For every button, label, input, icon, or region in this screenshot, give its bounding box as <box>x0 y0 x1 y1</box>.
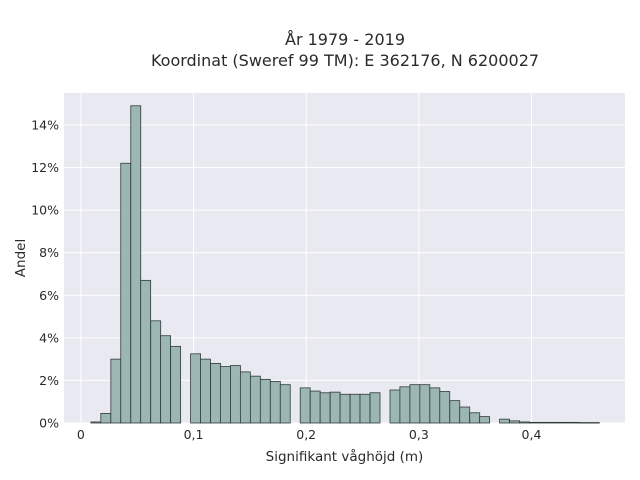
histogram-bar <box>449 400 461 424</box>
histogram-bar <box>569 421 580 424</box>
y-axis-label: Andel <box>13 239 29 277</box>
histogram-bar <box>469 412 481 424</box>
histogram-bar <box>359 393 371 424</box>
histogram-bar <box>100 413 112 424</box>
y-tick-label: 14% <box>31 117 59 132</box>
chart-title: År 1979 - 2019 <box>285 30 405 49</box>
histogram-bar <box>230 365 241 424</box>
histogram-bar <box>419 384 431 424</box>
x-tick-label: 0,1 <box>184 427 204 442</box>
x-tick-label: 0,3 <box>409 427 429 442</box>
histogram-bar <box>160 335 171 424</box>
y-tick-label: 10% <box>31 203 59 218</box>
histogram-bar <box>399 386 411 424</box>
histogram-bar <box>329 391 341 424</box>
histogram-bar <box>529 421 540 424</box>
histogram-bar <box>519 421 530 424</box>
x-axis-label: Signifikant våghöjd (m) <box>266 448 424 465</box>
histogram-bar <box>220 366 231 424</box>
histogram-bar <box>588 422 600 424</box>
histogram-bar <box>309 390 321 424</box>
histogram-bar <box>90 421 102 424</box>
histogram-bar <box>459 406 471 424</box>
y-tick-label: 12% <box>31 160 59 175</box>
histogram-bar <box>190 353 201 424</box>
y-tick-label: 4% <box>39 330 59 345</box>
y-tick-label: 0% <box>39 416 59 431</box>
histogram-bar <box>269 381 281 424</box>
histogram-bar <box>578 422 590 424</box>
histogram-bar <box>549 421 560 424</box>
histogram-bar <box>499 418 510 424</box>
histogram-bar <box>479 416 491 424</box>
histogram-bar <box>239 371 251 424</box>
chart-subtitle: Koordinat (Sweref 99 TM): E 362176, N 62… <box>151 51 539 70</box>
histogram-bar <box>170 345 182 424</box>
histogram-bar <box>110 358 122 424</box>
histogram-bar <box>319 392 331 424</box>
x-tick-labels: 0 0,1 0,2 0,3 0,4 <box>77 427 542 442</box>
x-tick-label: 0,4 <box>522 427 542 442</box>
y-tick-label: 2% <box>39 373 59 388</box>
y-tick-labels: 0% 2% 4% 6% 8% 10% 12% 14% <box>31 117 59 430</box>
x-tick-label: 0 <box>77 427 85 442</box>
histogram-bar <box>369 392 381 424</box>
x-tick-label: 0,2 <box>296 427 316 442</box>
histogram-bar <box>439 391 451 424</box>
histogram-bar <box>120 162 132 424</box>
histogram-bar <box>539 421 550 424</box>
histogram-bar <box>509 420 520 424</box>
histogram-bar <box>349 393 361 424</box>
histogram-bar <box>150 320 162 424</box>
bars <box>90 105 600 424</box>
histogram-bar <box>250 375 261 424</box>
histogram-bar <box>299 387 311 424</box>
histogram-bar <box>409 384 421 424</box>
histogram-bar <box>259 378 271 424</box>
histogram-bar <box>130 105 142 424</box>
histogram-bar <box>279 384 291 424</box>
histogram-bar <box>389 389 401 424</box>
histogram-bar <box>339 393 351 424</box>
histogram-bar <box>559 421 570 424</box>
y-tick-label: 6% <box>39 288 59 303</box>
histogram-bar <box>429 387 441 424</box>
histogram-bar <box>140 279 152 424</box>
y-tick-label: 8% <box>39 245 59 260</box>
histogram-bar <box>210 362 221 424</box>
histogram-bar <box>200 358 211 424</box>
